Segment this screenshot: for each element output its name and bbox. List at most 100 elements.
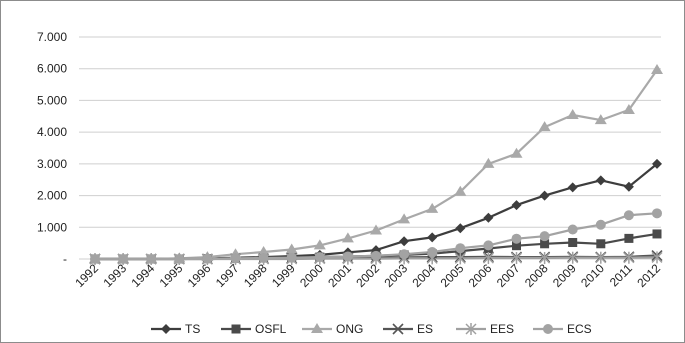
legend-label-ecs: ECS bbox=[567, 322, 592, 336]
data-point-ong bbox=[482, 157, 495, 168]
x-tick-label: 1997 bbox=[213, 261, 242, 290]
x-tick-label: 1992 bbox=[72, 261, 101, 290]
data-point-ong bbox=[594, 114, 607, 125]
data-point-ees bbox=[454, 252, 466, 265]
data-point-ong bbox=[257, 246, 270, 257]
x-tick-label: 2007 bbox=[494, 261, 523, 290]
data-point-osfl bbox=[512, 241, 521, 251]
data-point-ts bbox=[595, 175, 606, 186]
x-tick-label: 1999 bbox=[269, 261, 298, 290]
data-point-ong bbox=[398, 213, 411, 224]
data-point-ecs bbox=[342, 251, 353, 262]
x-tick-label: 1993 bbox=[100, 261, 129, 290]
data-point-ecs bbox=[427, 247, 438, 258]
data-point-ees bbox=[651, 251, 663, 264]
legend-item-ong: ONG bbox=[302, 322, 363, 336]
legend-label-ong: ONG bbox=[336, 322, 363, 336]
y-tick-label: 3.000 bbox=[37, 157, 67, 171]
legend: TS OSFL ONG ES EES ECS bbox=[151, 322, 592, 336]
gridlines bbox=[79, 36, 661, 260]
x-tick-label: 1994 bbox=[129, 261, 158, 290]
data-point-ts bbox=[399, 236, 410, 247]
data-point-ecs bbox=[230, 253, 241, 264]
data-point-ts bbox=[511, 200, 522, 211]
legend-marker-es bbox=[392, 323, 404, 335]
x-tick-label: 2008 bbox=[522, 261, 551, 290]
data-point-ees bbox=[510, 252, 523, 265]
legend-marker-osfl bbox=[231, 324, 241, 334]
legend-item-es: ES bbox=[383, 322, 433, 336]
legend-label-es: ES bbox=[417, 322, 433, 336]
data-point-ong bbox=[651, 63, 663, 74]
x-axis-tick-labels: 1992 1993 1994 1995 1996 1997 1998 1999 2000 2001… bbox=[72, 261, 663, 290]
legend-marker-ecs bbox=[543, 324, 553, 334]
x-tick-label: 1995 bbox=[157, 261, 186, 290]
x-tick-label: 2005 bbox=[438, 261, 467, 290]
data-point-ecs bbox=[399, 249, 410, 260]
x-tick-label: 2006 bbox=[466, 261, 495, 290]
x-tick-label: 2011 bbox=[607, 261, 635, 289]
data-point-osfl bbox=[652, 229, 662, 239]
data-point-ts bbox=[652, 158, 662, 169]
y-axis-tick-labels: - 1.000 2.000 3.000 4.000 5.000 6.000 7.000 bbox=[37, 30, 67, 266]
data-point-ong bbox=[285, 243, 298, 254]
data-point-ts bbox=[427, 232, 438, 243]
data-point-osfl bbox=[540, 239, 550, 249]
data-point-ecs bbox=[258, 253, 269, 264]
x-tick-label: 1998 bbox=[241, 261, 270, 290]
legend-marker-ts bbox=[161, 324, 171, 334]
data-point-ecs bbox=[483, 240, 494, 251]
data-point-ecs bbox=[202, 253, 213, 264]
y-tick-label: 1.000 bbox=[37, 220, 67, 234]
series-markers bbox=[89, 63, 663, 265]
legend-label-ees: EES bbox=[490, 322, 514, 336]
data-point-ecs bbox=[539, 231, 550, 242]
x-tick-label: 2012 bbox=[634, 261, 663, 290]
data-point-ecs bbox=[567, 224, 578, 235]
x-tick-label: 2009 bbox=[550, 261, 579, 290]
data-point-ts bbox=[567, 182, 578, 193]
data-point-ong bbox=[566, 109, 579, 120]
data-point-ees bbox=[482, 252, 494, 265]
data-point-ong bbox=[426, 202, 439, 213]
legend-marker-ong bbox=[311, 323, 323, 333]
data-point-ong bbox=[538, 121, 551, 132]
y-tick-label: 6.000 bbox=[37, 62, 67, 76]
data-point-ong bbox=[454, 185, 467, 196]
data-point-ong bbox=[510, 147, 523, 158]
data-point-ecs bbox=[371, 250, 381, 261]
x-tick-label: 2000 bbox=[297, 261, 326, 290]
data-point-ecs bbox=[118, 254, 129, 264]
data-point-osfl bbox=[568, 238, 578, 248]
data-point-ecs bbox=[286, 252, 297, 263]
data-point-ong bbox=[341, 232, 354, 243]
data-point-ts bbox=[483, 212, 494, 223]
y-tick-label: 7.000 bbox=[37, 30, 67, 44]
x-tick-label: 2004 bbox=[410, 261, 439, 290]
data-point-ecs bbox=[511, 233, 522, 244]
y-tick-label: 2.000 bbox=[37, 189, 67, 203]
data-point-ts bbox=[623, 181, 634, 192]
data-point-ecs bbox=[623, 210, 634, 221]
legend-label-osfl: OSFL bbox=[255, 322, 287, 336]
legend-item-ecs: ECS bbox=[533, 322, 592, 336]
data-point-ecs bbox=[595, 219, 606, 230]
x-tick-label: 2010 bbox=[578, 261, 607, 290]
data-point-ecs bbox=[174, 254, 185, 264]
y-tick-label: 4.000 bbox=[37, 125, 67, 139]
x-tick-label: 2003 bbox=[381, 261, 410, 290]
legend-item-ts: TS bbox=[151, 322, 200, 336]
x-tick-label: 2001 bbox=[325, 261, 354, 290]
data-point-ong bbox=[313, 239, 326, 250]
data-point-ong bbox=[622, 103, 635, 114]
data-point-ecs bbox=[314, 252, 325, 263]
y-tick-label: 5.000 bbox=[37, 93, 67, 107]
data-point-ecs bbox=[146, 254, 157, 264]
legend-label-ts: TS bbox=[185, 322, 200, 336]
legend-item-ees: EES bbox=[456, 322, 514, 336]
data-point-ecs bbox=[652, 208, 662, 219]
data-point-ong bbox=[370, 224, 382, 235]
y-tick-label: - bbox=[63, 252, 67, 266]
